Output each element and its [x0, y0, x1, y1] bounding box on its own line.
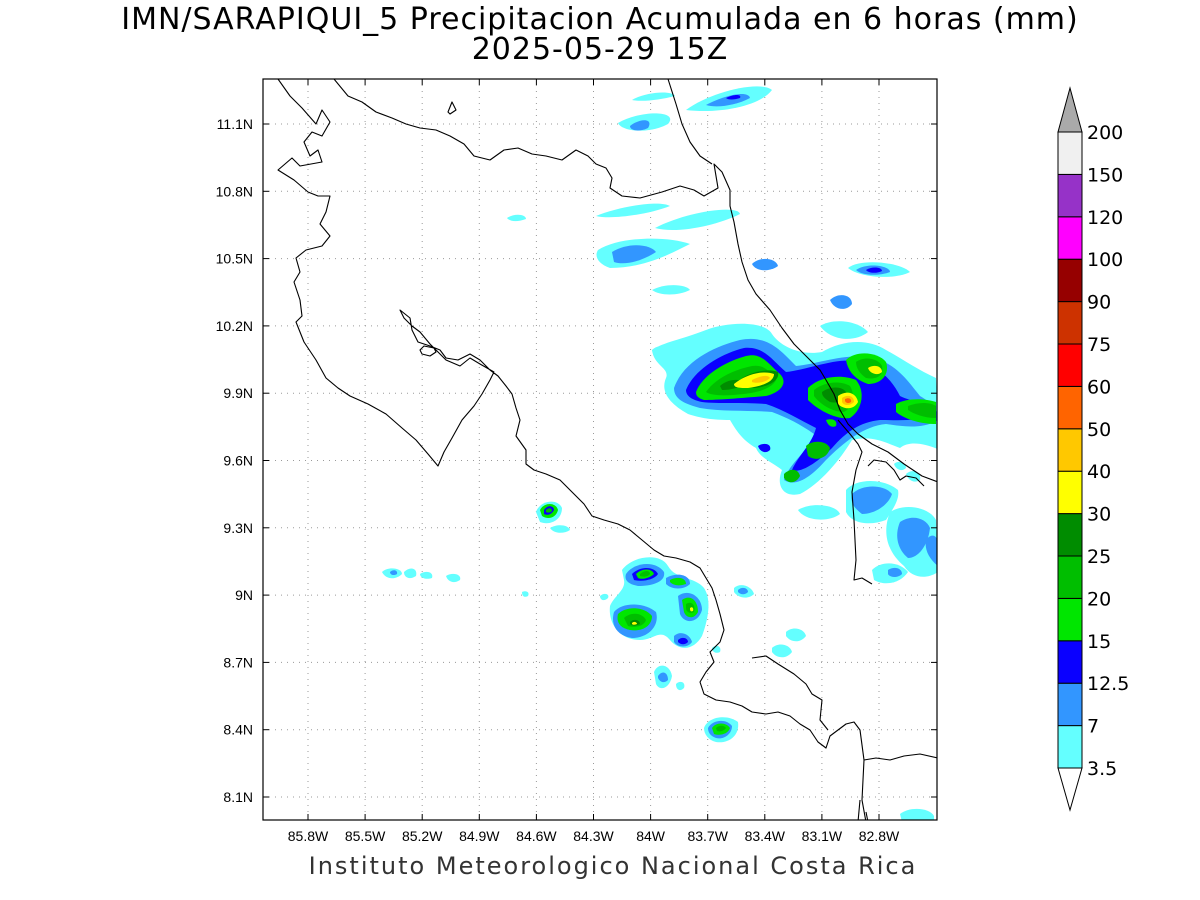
- colorbar-label: 12.5: [1087, 673, 1129, 695]
- precipitation-field: [382, 86, 937, 820]
- colorbar-swatch: [1057, 131, 1083, 175]
- lat-tick-label: 10.2N: [216, 318, 253, 334]
- lat-tick-label: 8.4N: [223, 722, 253, 738]
- lat-tick-label: 9.6N: [223, 453, 253, 469]
- lon-tick-label: 85.5W: [345, 828, 386, 844]
- lat-tick-label: 8.1N: [223, 789, 253, 805]
- colorbar-swatch: [1057, 597, 1083, 642]
- colorbar-label: 120: [1087, 207, 1123, 229]
- latitude-tick-labels: 11.1N 10.8N 10.5N 10.2N 9.9N 9.6N 9.3N 9N 8.7N 8.…: [216, 116, 253, 805]
- lat-tick-label: 8.7N: [223, 654, 253, 670]
- colorbar-swatch: [1057, 725, 1083, 769]
- lon-tick-label: 83.7W: [687, 828, 728, 844]
- lon-tick-label: 84.9W: [459, 828, 500, 844]
- lon-tick-label: 83.4W: [745, 828, 786, 844]
- lon-tick-label: 83.1W: [802, 828, 843, 844]
- colorbar-label: 30: [1087, 504, 1111, 526]
- colorbar-swatch: [1057, 555, 1083, 599]
- lon-tick-label: 84W: [636, 828, 666, 844]
- lat-tick-label: 10.8N: [216, 183, 253, 199]
- colorbar-swatch: [1057, 470, 1083, 515]
- longitude-tick-labels: 85.8W 85.5W 85.2W 84.9W 84.6W 84.3W 84W 83.7W 83…: [288, 828, 900, 844]
- colorbar-swatch: [1057, 385, 1083, 430]
- colorbar-min-arrow: [1057, 767, 1083, 812]
- colorbar-label: 40: [1087, 461, 1111, 483]
- colorbar-swatch: [1057, 428, 1083, 472]
- map-datetime: 2025-05-29 15Z: [471, 32, 729, 67]
- colorbar-swatch: [1057, 682, 1083, 727]
- map-frame: [262, 78, 938, 821]
- institution-credit: Instituto Meteorologico Nacional Costa R…: [308, 852, 918, 880]
- lat-tick-label: 10.5N: [216, 251, 253, 267]
- colorbar-label: 150: [1087, 164, 1123, 186]
- colorbar-swatch: [1057, 301, 1083, 345]
- colorbar-label: 20: [1087, 588, 1111, 610]
- colorbar-label: 100: [1087, 249, 1123, 271]
- lon-tick-label: 84.6W: [516, 828, 557, 844]
- colorbar-swatch: [1057, 173, 1083, 218]
- colorbar-label: 25: [1087, 546, 1111, 568]
- lat-tick-label: 11.1N: [217, 116, 253, 132]
- colorbar-swatch: [1057, 216, 1083, 260]
- lat-tick-label: 9N: [235, 587, 253, 603]
- lat-tick-label: 9.3N: [223, 520, 253, 536]
- colorbar-swatch: [1057, 258, 1083, 303]
- lon-tick-label: 85.8W: [288, 828, 329, 844]
- colorbar-label: 50: [1087, 419, 1111, 441]
- colorbar: 3.5 7 12.5 15 20 25 30 40 50 60 75 90 100 120 150 200: [1057, 86, 1129, 812]
- colorbar-swatch: [1057, 640, 1083, 684]
- colorbar-label: 60: [1087, 376, 1111, 398]
- colorbar-max-arrow: [1057, 86, 1083, 133]
- lon-tick-label: 85.2W: [402, 828, 443, 844]
- colorbar-label: 75: [1087, 334, 1111, 356]
- colorbar-swatch: [1057, 343, 1083, 387]
- coastline-outlines: [277, 79, 937, 820]
- lat-tick-label: 9.9N: [223, 385, 253, 401]
- colorbar-label: 90: [1087, 292, 1111, 314]
- colorbar-label: 7: [1087, 716, 1099, 738]
- lon-tick-label: 82.8W: [859, 828, 900, 844]
- colorbar-label: 200: [1087, 122, 1123, 144]
- colorbar-label: 15: [1087, 631, 1111, 653]
- map-title: IMN/SARAPIQUI_5 Precipitacion Acumulada …: [121, 2, 1079, 37]
- axis-tickmarks: [263, 79, 937, 820]
- colorbar-label: 3.5: [1087, 758, 1117, 780]
- colorbar-swatch: [1057, 513, 1083, 557]
- lon-tick-label: 84.3W: [573, 828, 614, 844]
